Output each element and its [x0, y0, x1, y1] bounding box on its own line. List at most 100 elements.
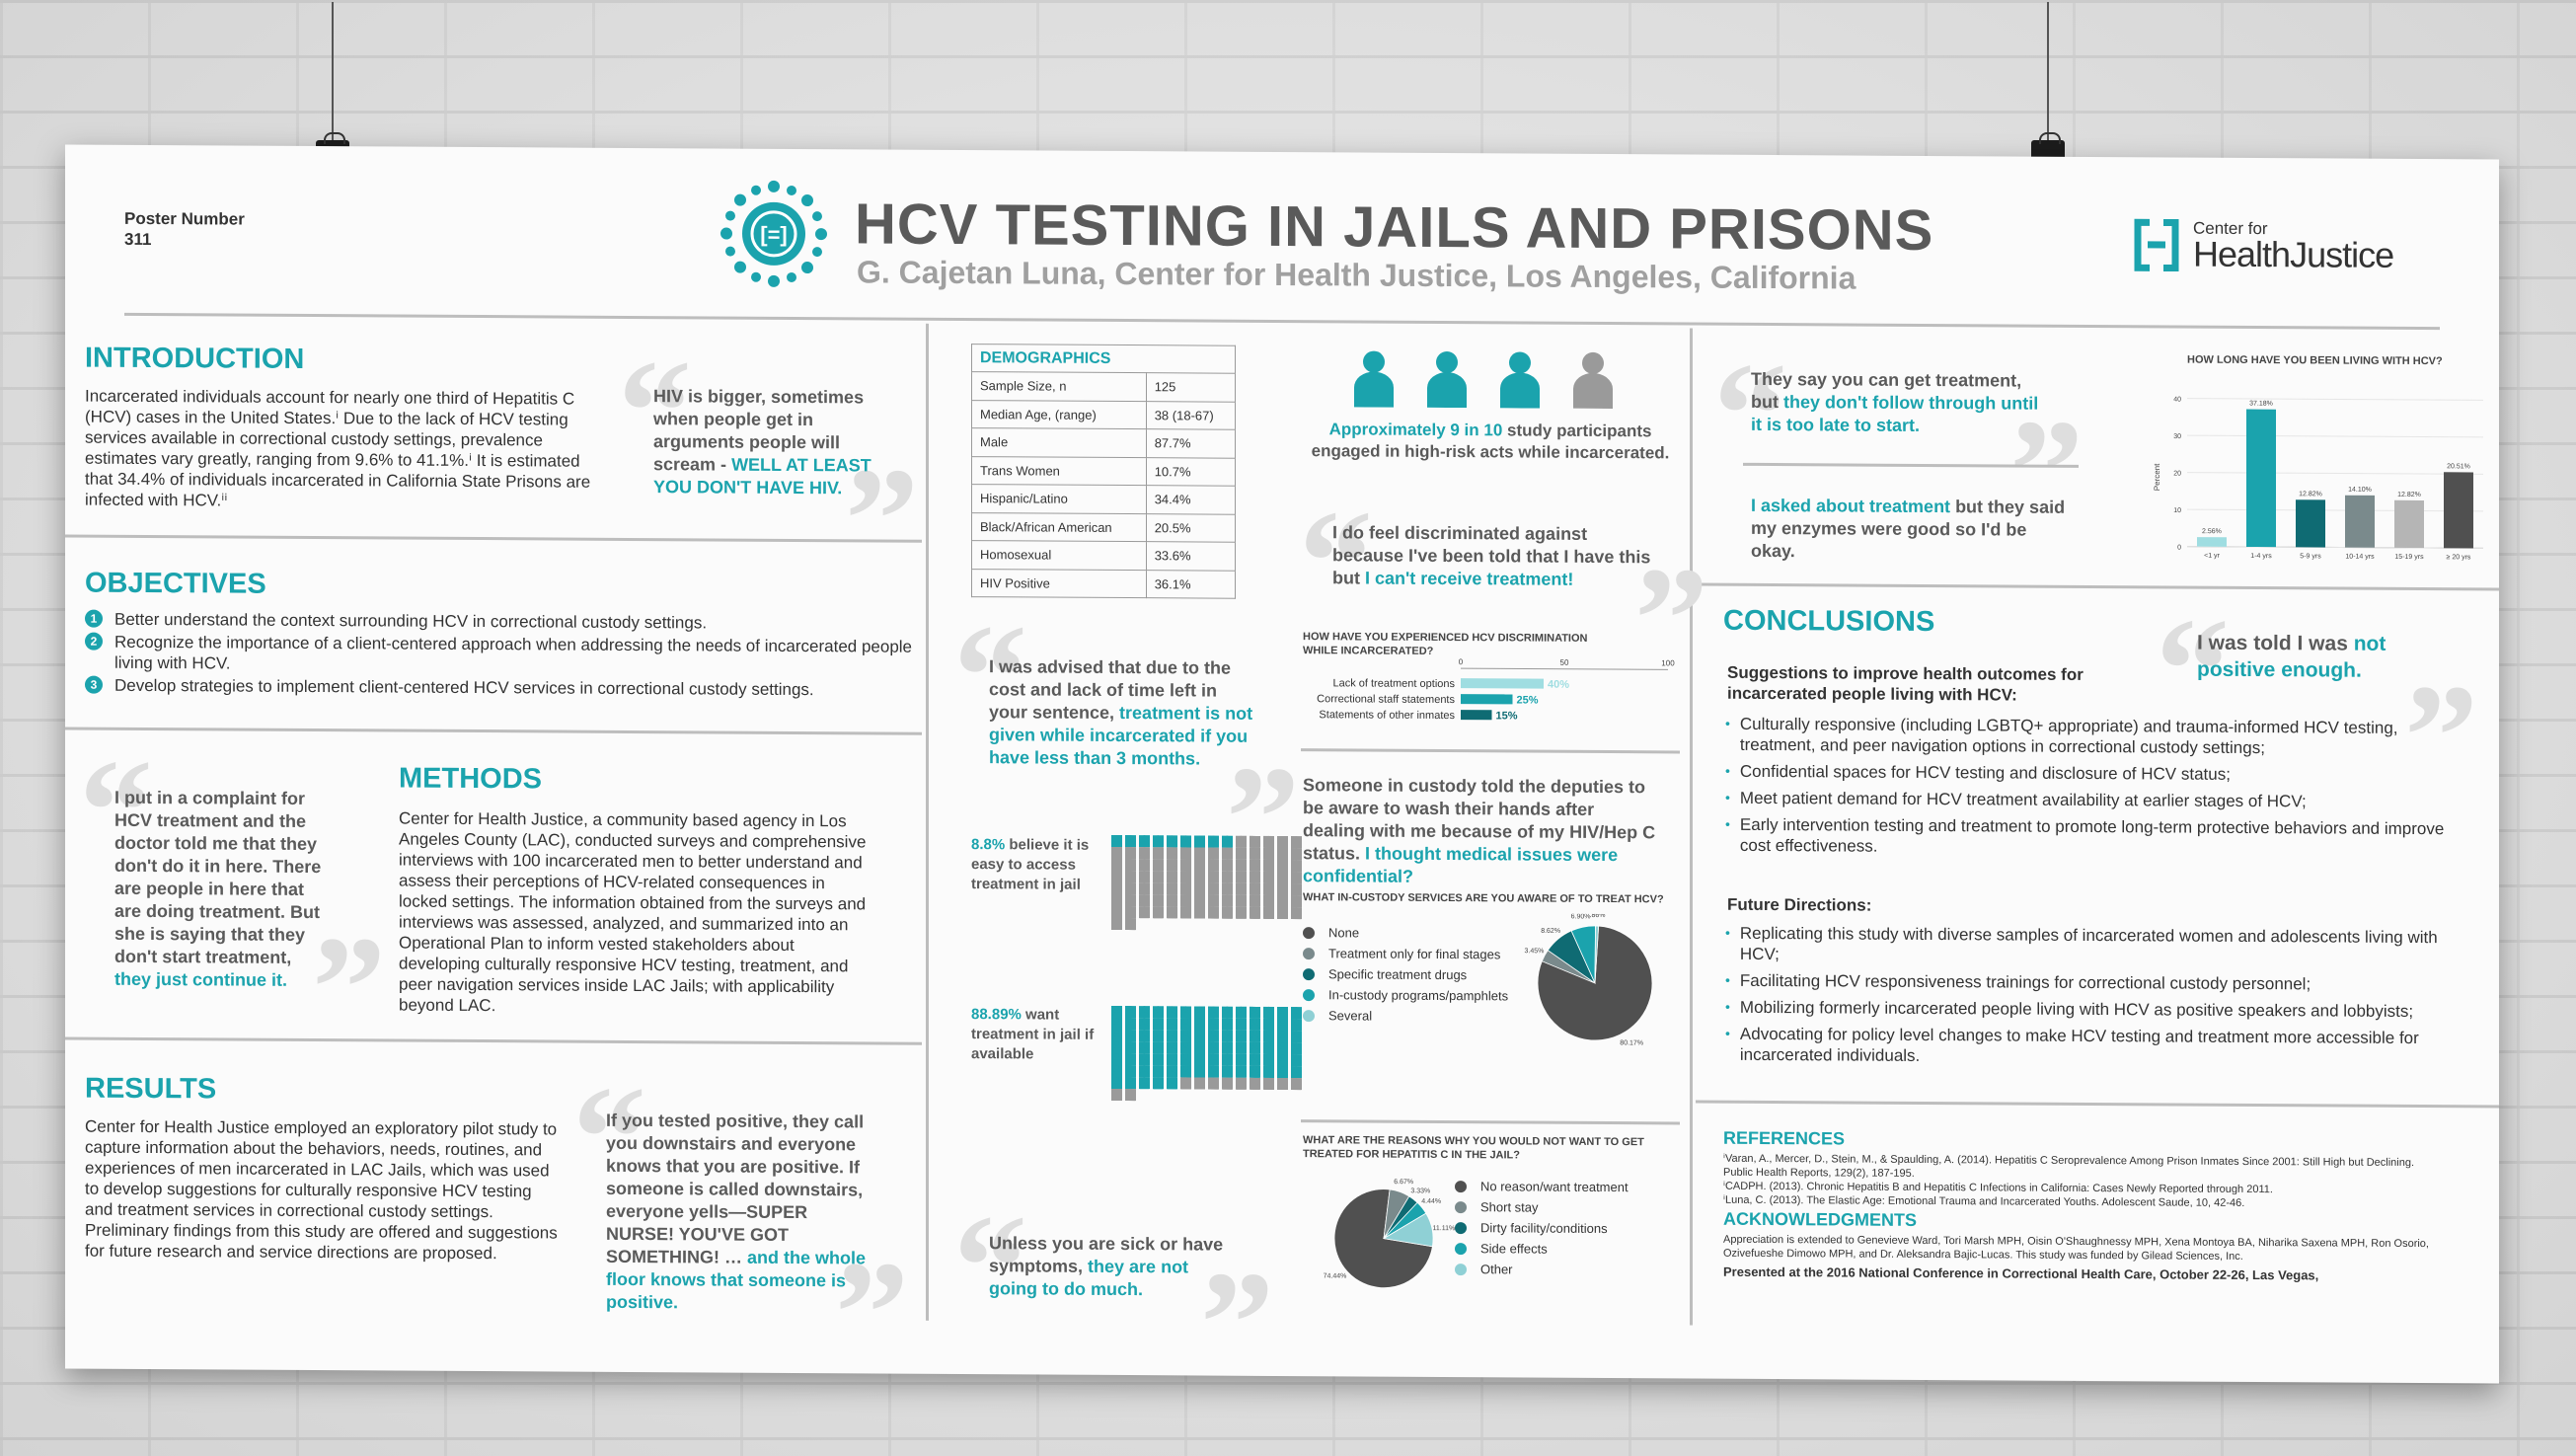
person-mark: [1208, 859, 1219, 872]
person-mark: [1291, 1054, 1302, 1067]
legend-swatch: [1455, 1263, 1467, 1275]
person-mark: [1125, 894, 1136, 907]
demographics-value: 33.6%: [1146, 541, 1236, 571]
intro-divider: [65, 534, 922, 543]
bullet-icon: •: [1725, 815, 1730, 832]
person-mark: [1194, 1065, 1205, 1078]
conclusions-list: • Culturally responsive (including LGBTQ+…: [1725, 714, 2465, 867]
person-mark: [1277, 906, 1288, 920]
stat-easy-access: 8.8% believe it is easy to access treatm…: [971, 835, 1099, 895]
person-mark: [1180, 1006, 1191, 1019]
person-mark: [1222, 1030, 1233, 1042]
objective-text: Better understand the context surroundin…: [114, 609, 708, 633]
bullet-item: • Early intervention testing and treatmen…: [1725, 814, 2465, 861]
person-mark: [1180, 847, 1191, 860]
people-icons-9-in-10: [1352, 349, 1615, 410]
person-mark: [1236, 847, 1247, 860]
demographics-value: 20.5%: [1146, 513, 1236, 543]
not-positive-quote: I was told I was not positive enough.: [2197, 630, 2394, 684]
person-mark: [1125, 871, 1136, 883]
person-mark: [1250, 1041, 1260, 1054]
person-mark: [1236, 859, 1247, 872]
person-mark: [1125, 1053, 1136, 1066]
demographics-value: 10.7%: [1146, 457, 1236, 487]
person-mark: [1139, 1065, 1150, 1078]
person-mark: [1291, 1007, 1302, 1020]
person-mark: [1291, 1042, 1302, 1055]
person-mark: [1167, 1006, 1177, 1019]
person-mark: [1208, 1006, 1219, 1019]
bullet-icon: •: [1725, 762, 1730, 779]
poster-title: HCV TESTING IN JAILS AND PRISONS: [855, 192, 1934, 264]
bullet-item: • Replicating this study with diverse sam…: [1725, 923, 2465, 969]
person-mark: [1208, 906, 1219, 919]
person-mark: [1180, 1041, 1191, 1054]
legend-item: Side effects: [1455, 1238, 1682, 1260]
legend-label: Dirty facility/conditions: [1480, 1220, 1608, 1237]
person-mark: [1180, 1065, 1191, 1078]
person-mark: [1153, 1018, 1164, 1031]
slice-label: 6.90%: [1571, 913, 1591, 920]
demographics-row: Male 87.7%: [971, 427, 1236, 458]
tick-label: 50: [1560, 658, 1569, 667]
person-mark: [1250, 859, 1260, 872]
person-mark: [1208, 1018, 1219, 1031]
tick-label: 100: [1661, 658, 1675, 667]
objective-number: 3: [85, 675, 103, 694]
deputies-quote: Someone in custody told the deputies to …: [1303, 774, 1658, 889]
bullet-text: Mobilizing formerly incarcerated people …: [1739, 997, 2414, 1022]
person-mark: [1263, 1077, 1274, 1090]
person-mark: [1263, 1065, 1274, 1078]
person-mark: [1236, 1053, 1247, 1066]
person-mark: [1111, 1064, 1122, 1078]
slice-label: .86%: [1590, 913, 1606, 919]
person-mark: [1167, 1041, 1177, 1054]
discriminated-quote-accent: I can't receive treatment!: [1365, 568, 1574, 589]
bullet-item: • Meet patient demand for HCV treatment a…: [1725, 788, 2465, 813]
objective-text: Develop strategies to implement client-c…: [114, 675, 814, 700]
bullet-text: Confidential spaces for HCV testing and …: [1739, 761, 2231, 784]
category-label: Correctional staff statements: [1317, 693, 1455, 706]
person-mark: [1236, 882, 1247, 895]
slice-label: 4.44%: [1421, 1198, 1441, 1205]
person-mark: [1277, 894, 1288, 908]
col3-divider: [1301, 748, 1680, 754]
person-mark: [1263, 1041, 1274, 1054]
poster: Poster Number 311 [=] HCV TESTING IN JAI…: [65, 144, 2499, 1406]
person-mark: [1111, 846, 1122, 860]
legend-swatch: [1455, 1200, 1467, 1213]
legend-item: Other: [1455, 1259, 1682, 1280]
person-mark: [1125, 835, 1136, 848]
bullet-icon: •: [1725, 971, 1730, 988]
bullet-text: Early intervention testing and treatment…: [1739, 814, 2445, 856]
person-mark: [1250, 871, 1260, 883]
tick-label: 10: [2173, 507, 2181, 514]
person-mark: [1194, 906, 1205, 919]
person-mark: [1263, 871, 1274, 883]
data-label: 2.56%: [2202, 528, 2222, 535]
person-mark: [1167, 1077, 1177, 1090]
person-mark: [1153, 1053, 1164, 1066]
services-chart-title: WHAT IN-CUSTODY SERVICES ARE YOU AWARE O…: [1303, 891, 1664, 906]
bar: [2246, 409, 2276, 548]
bullet-item: • Mobilizing formerly incarcerated people…: [1725, 997, 2465, 1023]
person-mark: [1250, 1006, 1260, 1019]
references-list: ⁱVaran, A., Mercer, D., Stein, M., & Spa…: [1723, 1152, 2434, 1211]
person-mark: [1208, 1065, 1219, 1078]
slice-label: 80.17%: [1620, 1039, 1643, 1046]
person-mark: [1277, 1018, 1288, 1032]
person-mark: [1153, 894, 1164, 907]
person-mark: [1250, 1077, 1260, 1090]
legend-item: Dirty facility/conditions: [1455, 1217, 1682, 1239]
tick-label: 40: [2173, 397, 2181, 404]
person-mark: [1208, 894, 1219, 907]
slice-label: 11.11%: [1433, 1225, 1456, 1232]
person-mark: [1194, 835, 1205, 848]
tick-label: 30: [2173, 433, 2181, 440]
data-label: 12.82%: [2397, 492, 2421, 498]
demographics-value: 87.7%: [1146, 428, 1236, 458]
data-label: 25%: [1517, 694, 1539, 706]
person-mark: [1236, 1018, 1247, 1031]
bullet-item: • Culturally responsive (including LGBTQ+…: [1725, 714, 2465, 760]
bullet-text: Facilitating HCV responsiveness training…: [1739, 970, 2311, 994]
